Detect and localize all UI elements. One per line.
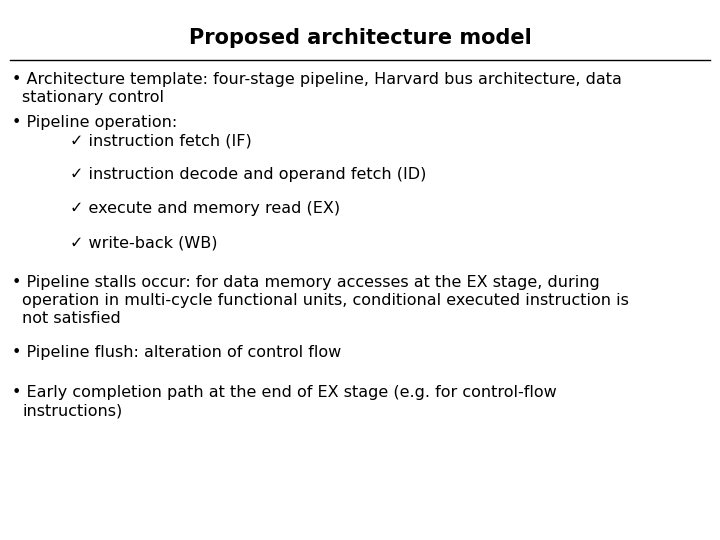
Text: ✓ execute and memory read (EX): ✓ execute and memory read (EX) [70, 201, 340, 216]
Text: • Architecture template: four-stage pipeline, Harvard bus architecture, data: • Architecture template: four-stage pipe… [12, 72, 622, 87]
Text: instructions): instructions) [22, 403, 122, 418]
Text: • Early completion path at the end of EX stage (e.g. for control-flow: • Early completion path at the end of EX… [12, 385, 557, 400]
Text: • Pipeline operation:: • Pipeline operation: [12, 115, 177, 130]
Text: Proposed architecture model: Proposed architecture model [189, 28, 531, 48]
Text: not satisfied: not satisfied [22, 311, 121, 326]
Text: • Pipeline stalls occur: for data memory accesses at the EX stage, during: • Pipeline stalls occur: for data memory… [12, 275, 600, 290]
Text: ✓ instruction fetch (IF): ✓ instruction fetch (IF) [70, 133, 252, 148]
Text: stationary control: stationary control [22, 90, 164, 105]
Text: operation in multi-cycle functional units, conditional executed instruction is: operation in multi-cycle functional unit… [22, 293, 629, 308]
Text: ✓ write-back (WB): ✓ write-back (WB) [70, 235, 217, 250]
Text: ✓ instruction decode and operand fetch (ID): ✓ instruction decode and operand fetch (… [70, 167, 426, 182]
Text: • Pipeline flush: alteration of control flow: • Pipeline flush: alteration of control … [12, 345, 341, 360]
